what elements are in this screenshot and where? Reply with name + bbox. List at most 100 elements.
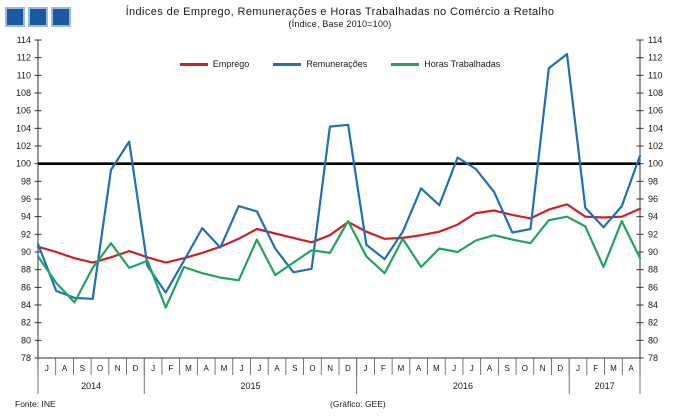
month-label: O <box>309 364 315 373</box>
year-label: 2015 <box>240 381 260 391</box>
y-tick-label-right: 78 <box>648 353 658 363</box>
month-label: A <box>62 364 68 373</box>
y-tick-label-left: 106 <box>16 106 31 116</box>
year-label: 2014 <box>81 381 101 391</box>
series-line-remunera-es <box>36 52 642 300</box>
y-tick-label-right: 104 <box>648 123 663 133</box>
month-label: N <box>115 364 121 373</box>
y-tick-label-left: 84 <box>21 300 31 310</box>
y-tick-label-right: 110 <box>648 70 662 80</box>
y-tick-label-right: 94 <box>648 212 658 222</box>
month-label: F <box>168 364 173 373</box>
year-label: 2016 <box>453 381 473 391</box>
y-tick-label-left: 94 <box>21 212 31 222</box>
y-tick-label-left: 92 <box>21 229 31 239</box>
y-tick-label-right: 96 <box>648 194 658 204</box>
month-label: S <box>80 364 85 373</box>
y-tick-label-left: 80 <box>21 335 31 345</box>
chart-subtitle: (Índice, Base 2010=100) <box>288 19 392 29</box>
y-tick-label-right: 80 <box>648 335 658 345</box>
legend-line-swatch-remuneracoes <box>273 62 302 66</box>
y-tick-label-left: 114 <box>17 35 31 45</box>
y-tick-label-right: 108 <box>648 88 663 98</box>
month-label: M <box>433 364 440 373</box>
month-label: J <box>45 364 49 373</box>
month-label: F <box>593 364 598 373</box>
month-label: D <box>132 364 138 373</box>
month-label: N <box>327 364 333 373</box>
month-label: O <box>97 364 103 373</box>
y-tick-label-right: 84 <box>648 300 658 310</box>
series-line-emprego <box>36 203 642 264</box>
month-label: D <box>557 364 563 373</box>
y-tick-label-right: 114 <box>648 35 662 45</box>
y-tick-label-right: 88 <box>648 265 658 275</box>
y-tick-label-left: 90 <box>21 247 31 257</box>
month-label: M <box>221 364 228 373</box>
y-tick-label-left: 82 <box>21 318 31 328</box>
month-label: J <box>240 364 244 373</box>
month-label: M <box>398 364 405 373</box>
legend-label-horas: Horas Trabalhadas <box>424 59 501 69</box>
month-label: D <box>345 364 351 373</box>
month-label: M <box>185 364 192 373</box>
y-tick-label-left: 78 <box>21 353 31 363</box>
month-label: J <box>364 364 368 373</box>
y-tick-label-left: 96 <box>21 194 31 204</box>
logo-square-icon <box>51 7 71 27</box>
y-tick-label-left: 112 <box>17 53 31 63</box>
month-label: J <box>576 364 580 373</box>
y-tick-label-left: 108 <box>16 88 31 98</box>
month-label: N <box>540 364 546 373</box>
month-label: S <box>505 364 510 373</box>
logo-square-icon <box>5 7 25 27</box>
month-label: F <box>381 364 386 373</box>
source-note: Fonte: INE <box>15 399 56 409</box>
month-label: A <box>416 364 422 373</box>
month-label: A <box>487 364 493 373</box>
month-label: A <box>204 364 210 373</box>
month-label: A <box>628 364 634 373</box>
legend-item-emprego: Emprego <box>179 59 250 69</box>
y-tick-label-right: 112 <box>648 53 662 63</box>
y-tick-label-left: 88 <box>21 265 31 275</box>
y-tick-label-right: 98 <box>648 176 658 186</box>
year-label: 2017 <box>595 381 615 391</box>
legend-item-horas: Horas Trabalhadas <box>391 59 500 69</box>
month-label: J <box>470 364 474 373</box>
month-label: S <box>292 364 297 373</box>
y-tick-label-right: 106 <box>648 106 663 116</box>
y-tick-label-left: 86 <box>21 282 31 292</box>
y-tick-label-right: 100 <box>648 159 663 169</box>
legend-item-remuneracoes: Remunerações <box>273 59 367 69</box>
y-tick-label-left: 102 <box>16 141 31 151</box>
logo-square-icon <box>28 7 48 27</box>
legend-line-swatch-horas <box>391 62 420 66</box>
chart-title: Índices de Emprego, Remunerações e Horas… <box>125 6 555 18</box>
y-tick-label-left: 104 <box>16 123 31 133</box>
y-tick-label-left: 110 <box>17 70 31 80</box>
gee-logo <box>5 7 71 27</box>
month-label: J <box>452 364 456 373</box>
y-tick-label-right: 102 <box>648 141 663 151</box>
legend-label-emprego: Emprego <box>212 59 250 69</box>
y-tick-label-right: 86 <box>648 282 658 292</box>
chart-header: Índices de Emprego, Remunerações e Horas… <box>0 6 680 29</box>
y-tick-label-right: 92 <box>648 229 658 239</box>
y-tick-label-left: 100 <box>16 159 31 169</box>
month-label: O <box>522 364 528 373</box>
chart-legend: Emprego Remunerações Horas Trabalhadas <box>0 59 680 69</box>
month-label: J <box>151 364 155 373</box>
month-label: J <box>257 364 261 373</box>
legend-line-swatch-emprego <box>179 62 208 66</box>
series-line-horas-trabalhadas <box>36 215 642 309</box>
y-tick-label-right: 82 <box>648 318 658 328</box>
month-label: M <box>610 364 617 373</box>
y-tick-label-left: 98 <box>21 176 31 186</box>
credit-note: (Gráfico: GEE) <box>330 399 386 409</box>
y-tick-label-right: 90 <box>648 247 658 257</box>
month-label: A <box>274 364 280 373</box>
legend-label-remuneracoes: Remunerações <box>306 59 368 69</box>
